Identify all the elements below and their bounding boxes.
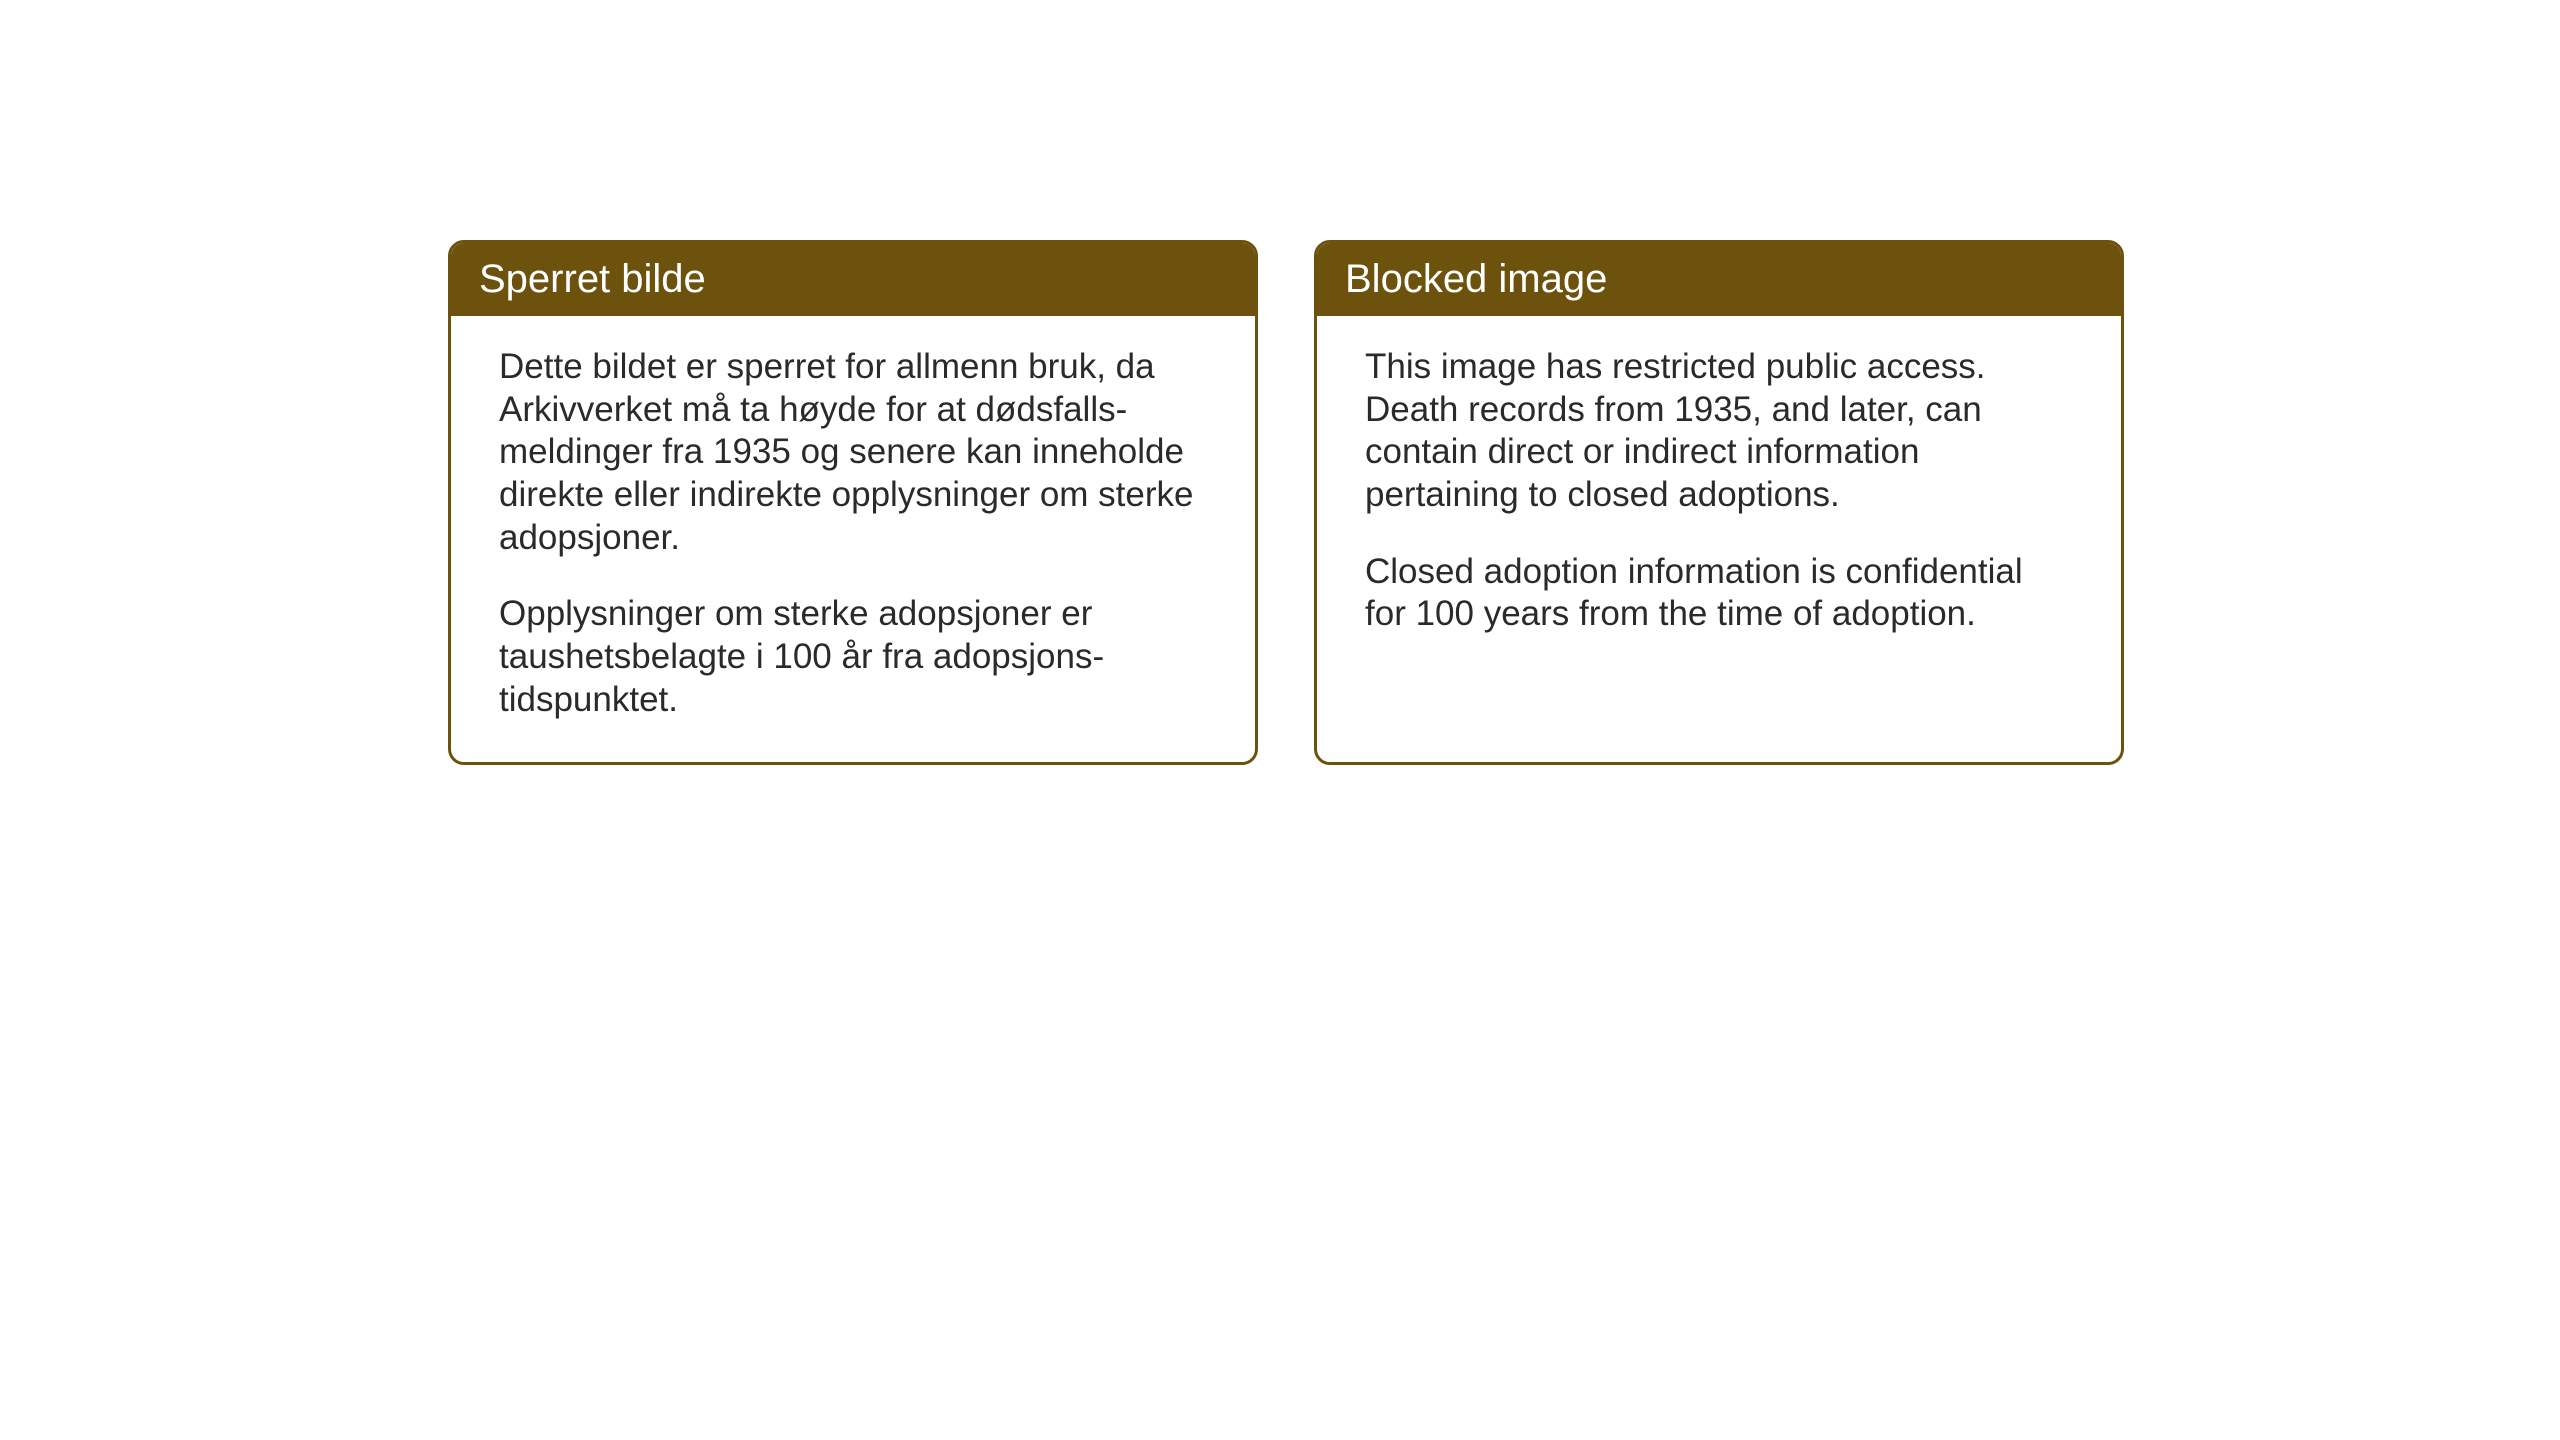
card-title: Sperret bilde — [479, 257, 706, 301]
card-paragraph: Opplysninger om sterke adopsjoner er tau… — [499, 593, 1207, 721]
card-paragraph: Closed adoption information is confident… — [1365, 551, 2073, 636]
card-paragraph: This image has restricted public access.… — [1365, 346, 2073, 517]
cards-container: Sperret bilde Dette bildet er sperret fo… — [0, 0, 2560, 765]
card-body: This image has restricted public access.… — [1317, 316, 2121, 676]
card-body: Dette bildet er sperret for allmenn bruk… — [451, 316, 1255, 762]
notice-card-norwegian: Sperret bilde Dette bildet er sperret fo… — [448, 240, 1258, 765]
card-title: Blocked image — [1345, 257, 1607, 301]
card-header: Blocked image — [1317, 243, 2121, 316]
notice-card-english: Blocked image This image has restricted … — [1314, 240, 2124, 765]
card-header: Sperret bilde — [451, 243, 1255, 316]
card-paragraph: Dette bildet er sperret for allmenn bruk… — [499, 346, 1207, 559]
